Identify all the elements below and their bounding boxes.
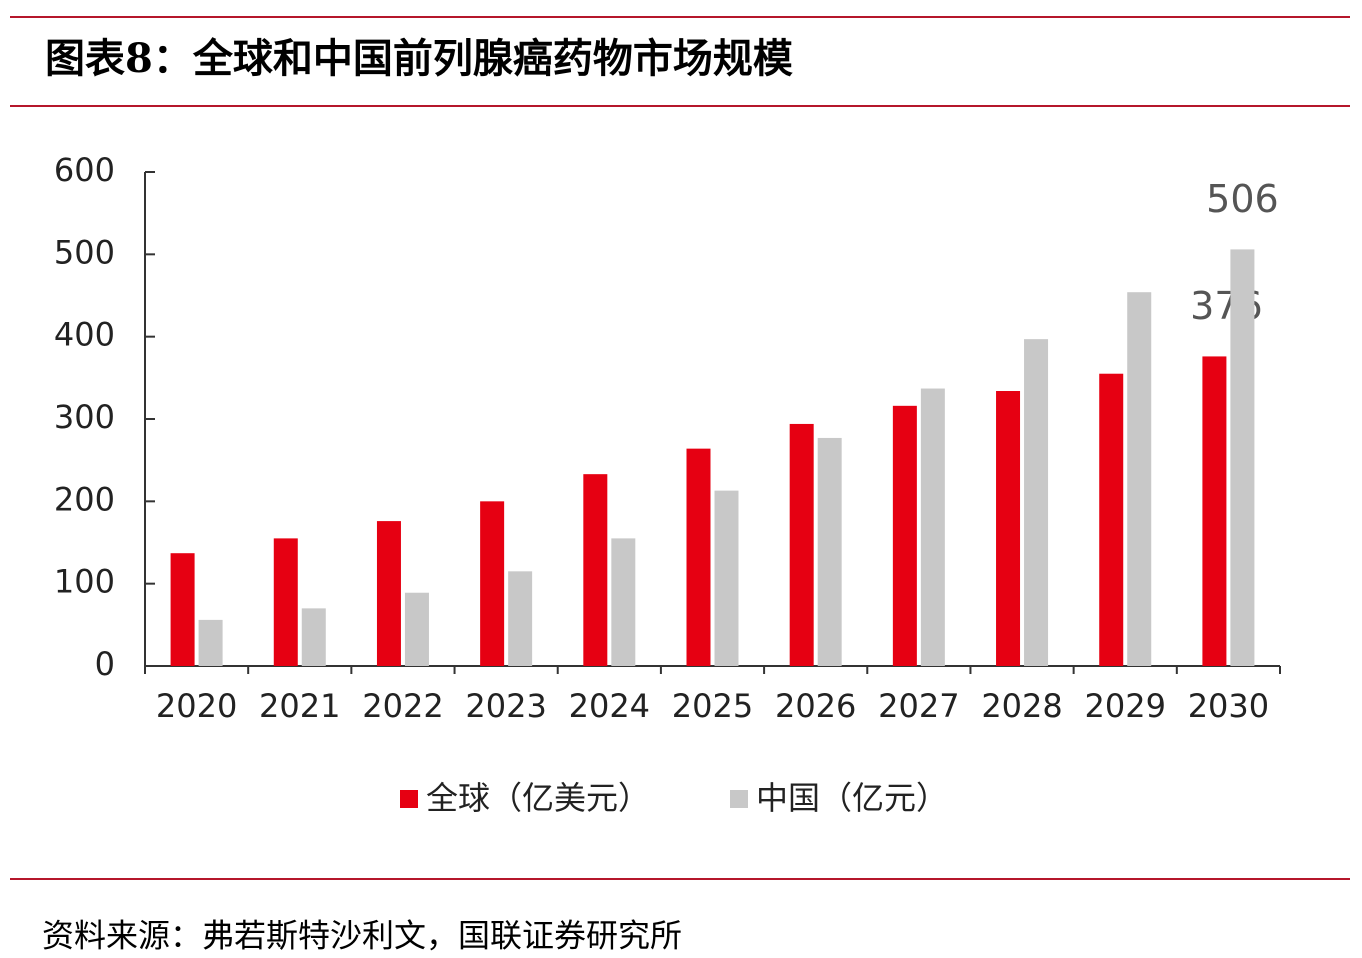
legend-label: 全球（亿美元） <box>426 779 650 817</box>
legend-swatch <box>730 790 748 808</box>
x-tick-label: 2024 <box>569 687 650 725</box>
bar <box>273 538 298 666</box>
legend-label: 中国（亿元） <box>756 779 948 817</box>
x-tick-label: 2029 <box>1085 687 1166 725</box>
y-tick-label: 400 <box>54 316 115 354</box>
bar <box>198 619 223 666</box>
x-tick-label: 2021 <box>259 687 340 725</box>
bar <box>996 391 1021 666</box>
bar <box>376 521 401 666</box>
bar <box>892 405 917 666</box>
y-tick-label: 600 <box>54 151 115 189</box>
x-tick-label: 2020 <box>156 687 237 725</box>
bar <box>789 423 814 666</box>
bar <box>920 388 945 666</box>
bar <box>480 501 505 666</box>
bar <box>170 553 195 666</box>
source: 资料来源：弗若斯特沙利文，国联证券研究所 <box>42 917 682 955</box>
bar <box>404 592 429 666</box>
y-tick-label: 300 <box>54 398 115 436</box>
x-tick-label: 2022 <box>362 687 443 725</box>
bar <box>1127 292 1152 666</box>
bar <box>301 608 326 666</box>
bar <box>817 437 842 666</box>
bar <box>508 571 533 666</box>
y-tick-label: 100 <box>54 563 115 601</box>
y-tick-label: 200 <box>54 480 115 518</box>
bar <box>686 448 711 666</box>
legend-swatch <box>400 790 418 808</box>
y-tick-label: 500 <box>54 233 115 271</box>
bar <box>1230 249 1255 667</box>
x-tick-label: 2027 <box>878 687 959 725</box>
bar <box>583 474 608 666</box>
bar <box>1099 373 1124 666</box>
bar <box>714 490 739 666</box>
bar <box>1202 356 1227 666</box>
y-tick-label: 0 <box>95 645 115 683</box>
chart-title: 图表8：全球和中国前列腺癌药物市场规模 <box>45 35 793 82</box>
x-tick-label: 2025 <box>672 687 753 725</box>
x-tick-label: 2028 <box>981 687 1062 725</box>
bar <box>1024 339 1049 666</box>
x-tick-label: 2023 <box>465 687 546 725</box>
bar <box>611 538 636 666</box>
data-label: 506 <box>1206 177 1279 221</box>
x-tick-label: 2026 <box>775 687 856 725</box>
x-tick-label: 2030 <box>1188 687 1269 725</box>
